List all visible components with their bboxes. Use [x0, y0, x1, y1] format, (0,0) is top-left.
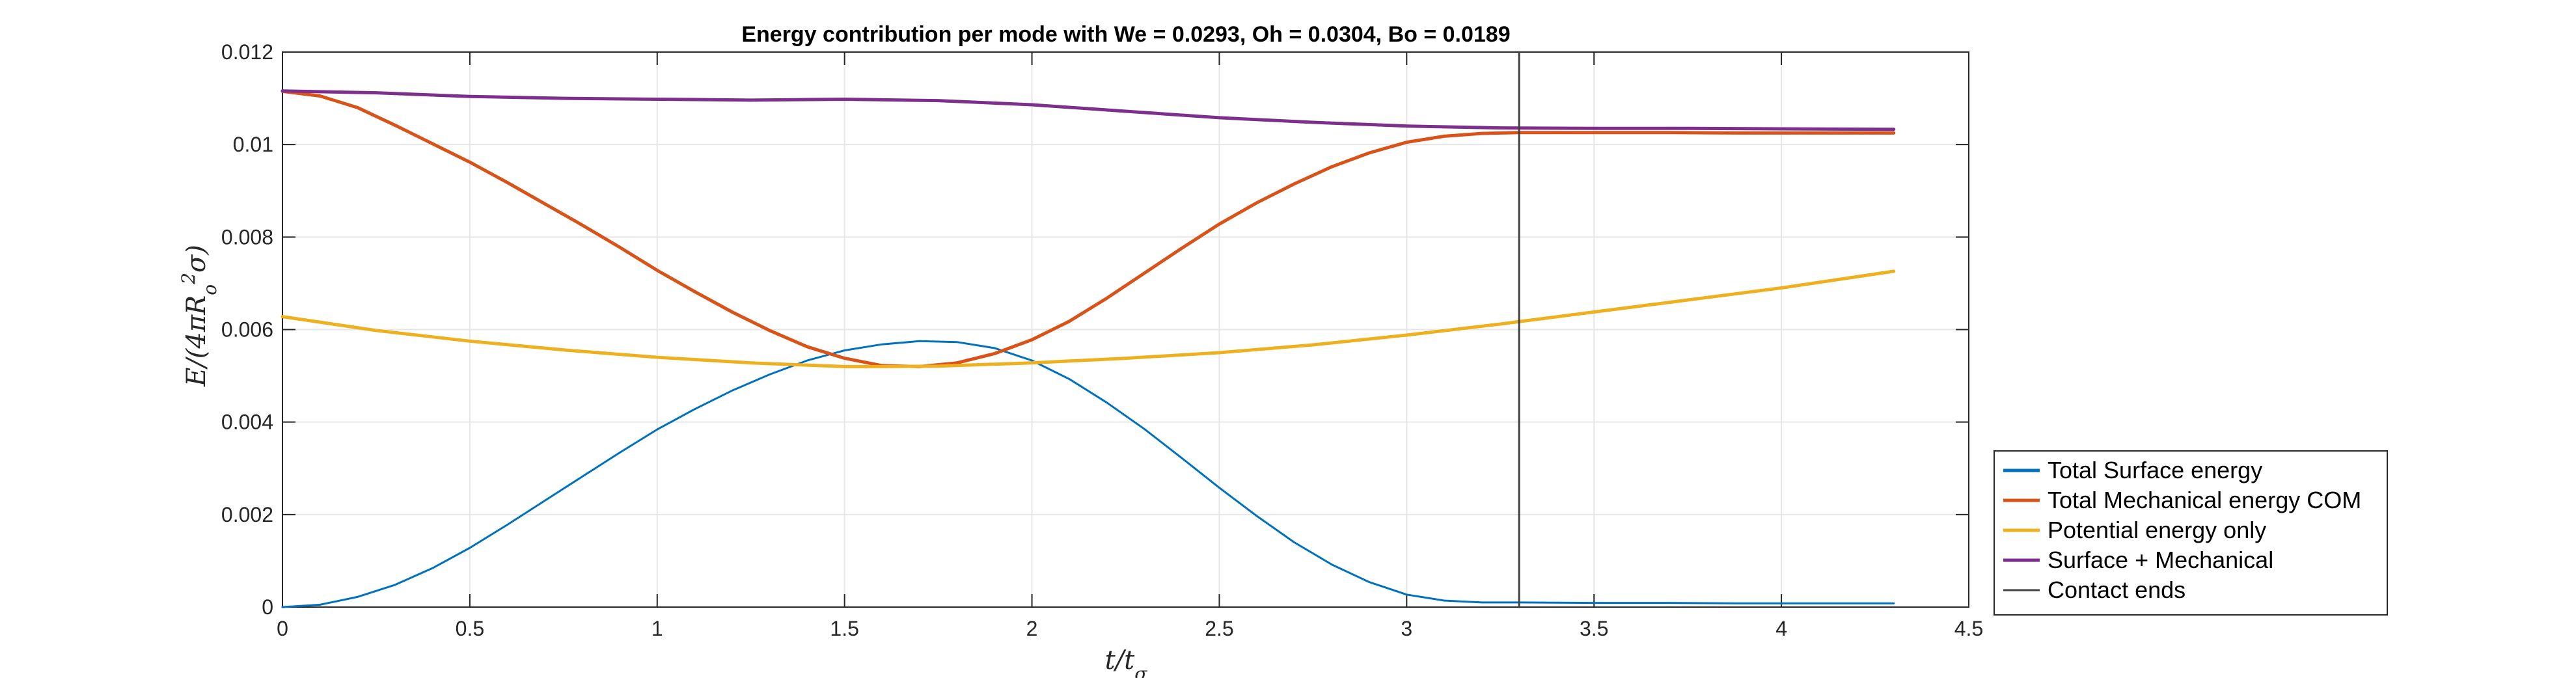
x-tick-label: 0.5	[456, 617, 484, 640]
series-line-2	[281, 269, 1896, 368]
y-tick-label: 0.002	[221, 503, 273, 526]
y-tick-label: 0.008	[221, 225, 273, 249]
series-line-1	[281, 89, 1896, 368]
legend-entry: Total Surface energy	[2048, 457, 2262, 483]
y-tick-label: 0.004	[221, 411, 273, 434]
x-tick-label: 3	[1401, 617, 1412, 640]
series-line-3	[281, 89, 1896, 131]
y-tick-label: 0.006	[221, 318, 273, 342]
y-axis-label: E/(4πRo2σ)	[178, 245, 221, 387]
x-tick-label: 4	[1775, 617, 1787, 640]
legend: Total Surface energy Total Mechanical ene…	[1994, 450, 2388, 616]
x-tick-label: 2.5	[1205, 617, 1233, 640]
plot-area: 0 0.5 1 1.5 2 2.5 3 3.5 4 4.5 0 0.002 0.004 0.006 0.00…	[221, 40, 1983, 640]
legend-entry: Contact ends	[2048, 576, 2185, 603]
legend-entry: Total Mechanical energy COM	[2048, 487, 2361, 513]
legend-box	[1994, 450, 2388, 616]
series-line-0	[281, 340, 1895, 608]
x-tick-label: 1.5	[830, 617, 858, 640]
y-tick-label: 0	[262, 595, 273, 619]
y-tick-label: 0.01	[233, 133, 273, 156]
x-tick-label: 2	[1026, 617, 1038, 640]
chart-title: Energy contribution per mode with We = 0…	[741, 22, 1510, 47]
x-tick-label: 0	[277, 617, 288, 640]
x-tick-label: 4.5	[1954, 617, 1983, 640]
legend-entry: Surface + Mechanical	[2048, 547, 2273, 573]
y-tick-label: 0.012	[221, 40, 273, 64]
x-axis-label: t/tσ	[1105, 645, 1148, 678]
x-tick-label: 1	[651, 617, 663, 640]
x-tick-label: 3.5	[1580, 617, 1608, 640]
legend-entry: Potential energy only	[2048, 517, 2266, 543]
